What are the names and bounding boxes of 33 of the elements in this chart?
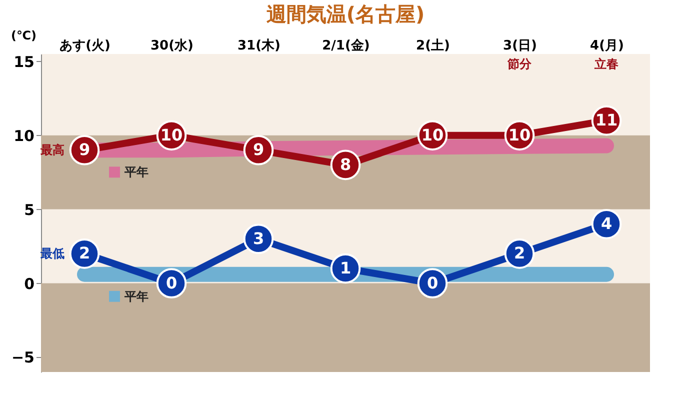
y-tick-label: 10: [14, 126, 34, 145]
data-label: 8: [340, 154, 352, 174]
data-label: 9: [252, 140, 264, 160]
y-tick-label: 0: [24, 274, 34, 293]
data-label: 2: [78, 244, 90, 263]
data-label: 1: [340, 258, 352, 278]
x-tick-label: 31(木): [238, 38, 280, 54]
annotation: 節分: [506, 57, 532, 71]
x-tick-label: 30(水): [150, 38, 194, 54]
x-tick-label: 2/1(金): [322, 38, 370, 54]
data-label: 3: [252, 228, 264, 248]
data-label: 9: [78, 140, 90, 160]
data-label: 11: [595, 110, 618, 130]
series-label: 最低: [40, 246, 64, 261]
data-label: 0: [166, 273, 178, 292]
x-tick-label: 3(日): [503, 38, 537, 54]
x-tick-label: あす(火): [60, 38, 110, 54]
data-label: 4: [600, 214, 612, 234]
data-label: 10: [508, 125, 531, 144]
x-tick-label: 2(土): [416, 38, 450, 54]
legend-label: 平年: [124, 289, 148, 304]
y-axis-title: (℃): [11, 28, 36, 42]
data-label: 0: [426, 273, 438, 292]
y-tick-label: −5: [11, 348, 34, 367]
data-label: 2: [514, 244, 526, 263]
data-label: 10: [160, 125, 183, 144]
chart-title: 週間気温(名古屋): [265, 2, 425, 26]
annotation: 立春: [594, 57, 618, 71]
data-label: 10: [421, 125, 444, 144]
legend-label: 平年: [124, 165, 148, 180]
y-tick-label: 5: [24, 200, 34, 219]
x-tick-label: 4(月): [590, 38, 624, 54]
y-tick-label: 15: [14, 52, 34, 71]
